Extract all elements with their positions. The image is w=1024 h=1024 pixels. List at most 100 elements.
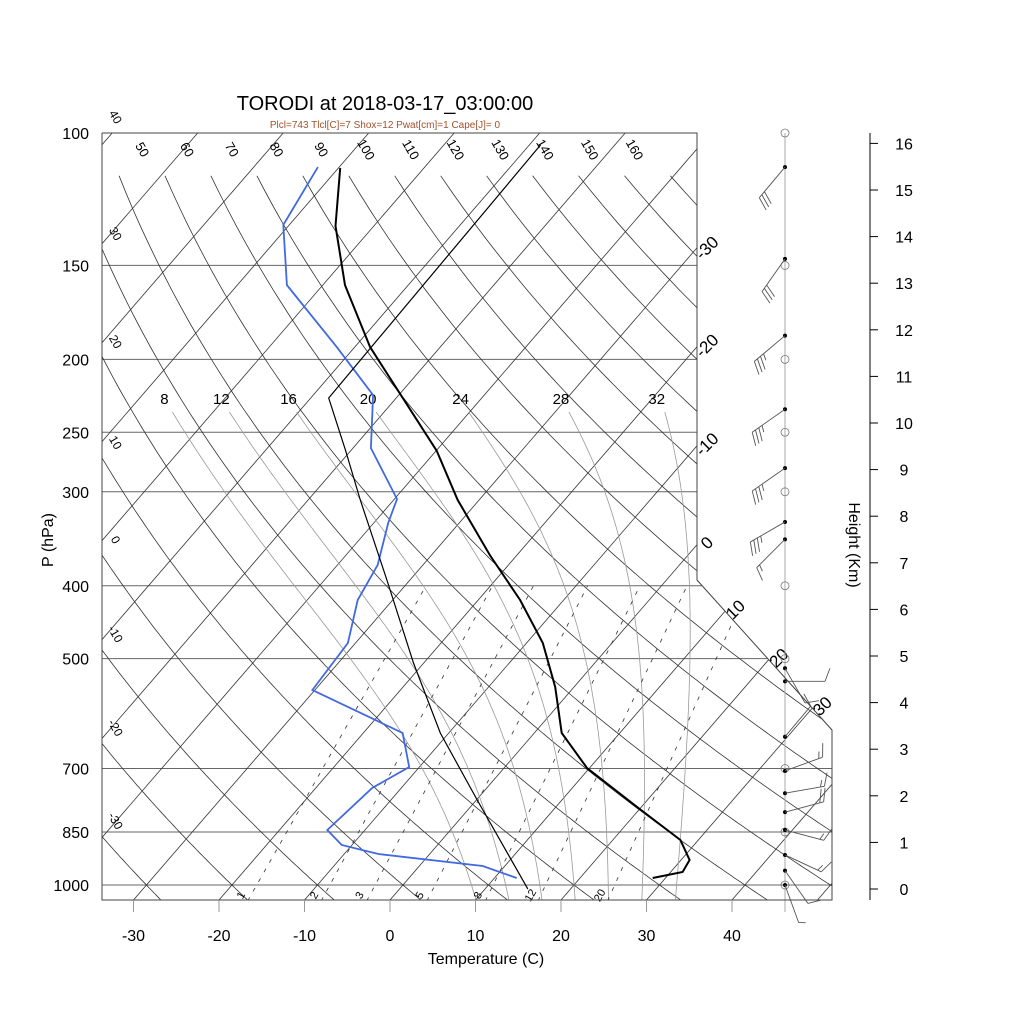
level-marker-circle	[780, 827, 790, 837]
moist-adiabat-label: 12	[213, 391, 230, 408]
mixing-ratio-line	[366, 585, 534, 900]
temperature-profile-line	[334, 167, 691, 879]
moist-adiabat-line	[229, 411, 510, 900]
pressure-tick-label: 100	[62, 126, 89, 143]
chart-title: TORODI at 2018-03-17_03:00:00	[237, 93, 533, 115]
dry-adiabat-label: 70	[222, 140, 242, 160]
plot-border	[101, 132, 833, 901]
level-marker-circle	[780, 128, 790, 138]
y-axis-label: P (hPa)	[40, 513, 57, 567]
chart-subtitle: Plcl=743 Tlcl[C]=7 Shox=12 Pwat[cm]=1 Ca…	[270, 120, 501, 131]
level-marker-circle	[780, 354, 790, 364]
wind-barb-flag	[823, 787, 826, 802]
dry-adiabat-label: 150	[578, 136, 602, 162]
wind-barb-flag	[755, 488, 760, 503]
mixing-ratio-label: 3	[353, 890, 366, 901]
wind-barb-staff	[784, 668, 806, 704]
dry-adiabat-label: 100	[354, 136, 378, 162]
mixing-ratio-label: 20	[592, 887, 609, 904]
wind-barb-staff	[784, 870, 809, 904]
dry-adiabat-line	[578, 175, 832, 900]
dry-adiabat-line	[440, 175, 832, 900]
isotherm-label: -20	[692, 330, 723, 361]
isotherm-line	[102, 133, 284, 900]
wind-barb-flag	[761, 484, 765, 492]
height-tick-label: 14	[895, 230, 913, 247]
wind-barb-staff	[754, 335, 786, 362]
x-tick-label: 10	[467, 928, 485, 945]
wind-barb-flag	[761, 291, 771, 304]
isotherm-line	[132, 133, 797, 900]
x-tick-label: 30	[638, 928, 656, 945]
wind-barb-flag	[824, 668, 831, 682]
wind-barb-flag	[759, 564, 763, 572]
height-tick-label: 16	[895, 136, 913, 153]
pressure-tick-label: 150	[62, 258, 89, 275]
wind-barb-flag	[820, 780, 823, 788]
mixing-ratio-line	[607, 585, 750, 900]
moist-adiabat-label: 8	[160, 391, 168, 408]
wind-barb-staff	[784, 705, 812, 737]
isotherm-line	[102, 133, 711, 900]
dry-adiabat-label: 90	[311, 140, 331, 160]
wind-barb-staff	[750, 521, 786, 543]
parcel-profile-line	[328, 144, 542, 890]
level-marker-circle	[780, 581, 790, 591]
wind-barb-flag	[763, 288, 773, 301]
x-axis-label: Temperature (C)	[428, 951, 544, 968]
height-tick-label: 6	[900, 602, 909, 619]
dry-adiabat-label: 50	[132, 140, 152, 160]
moist-adiabat-line	[664, 411, 691, 900]
isotherm-line	[102, 133, 198, 900]
dry-adiabat-line	[102, 175, 163, 900]
wind-barb-flag	[760, 535, 763, 543]
dry-adiabat-label: 80	[266, 140, 286, 160]
isotherm-label: 30	[809, 693, 836, 720]
wind-barb-flag	[758, 427, 763, 442]
height-tick-label: 13	[895, 276, 913, 293]
level-marker-circle	[780, 487, 790, 497]
mixing-ratio-line	[426, 585, 588, 900]
dry-adiabat-line	[210, 175, 832, 900]
dry-adiabat-line	[102, 175, 596, 900]
dry-adiabat-line	[486, 175, 832, 900]
isotherm-line	[0, 133, 27, 901]
dry-adiabat-line	[164, 175, 832, 900]
wind-barb-flag	[820, 861, 832, 873]
pressure-tick-label: 300	[62, 485, 89, 502]
x-tick-label: 40	[723, 928, 741, 945]
wind-barb-flag	[803, 693, 812, 707]
x-tick-label: -20	[207, 928, 230, 945]
dry-adiabat-line	[302, 175, 832, 900]
wind-barb-flag	[763, 353, 767, 361]
pressure-tick-label: 200	[62, 352, 89, 369]
isotherm-line	[102, 133, 369, 900]
dry-adiabat-line	[532, 175, 832, 900]
wind-barb-flag	[756, 358, 763, 373]
pressure-tick-label: 1000	[53, 878, 89, 895]
dry-adiabat-label: 160	[623, 136, 647, 162]
height-tick-label: 4	[900, 696, 909, 713]
dry-adiabat-line	[0, 176, 75, 901]
plot-grid	[0, 133, 832, 901]
x-tick-label: -30	[122, 928, 145, 945]
dry-adiabat-label: 130	[488, 136, 512, 162]
moist-adiabat-line	[468, 411, 609, 900]
moist-adiabat-line	[375, 411, 576, 900]
moist-adiabat-line	[172, 411, 477, 900]
isotherm-line	[102, 133, 455, 900]
moist-adiabat-label: 24	[452, 391, 469, 408]
wind-barb-staff	[751, 408, 786, 433]
wind-barb-flag	[761, 425, 765, 433]
moist-adiabat-label: 32	[648, 391, 665, 408]
wind-barb-flag	[751, 432, 757, 446]
dry-adiabat-label: 20	[106, 332, 125, 351]
wind-barb-staff	[784, 756, 823, 772]
wind-barb-staff	[784, 884, 800, 923]
height-tick-label: 0	[900, 882, 909, 899]
wind-barb-flag	[753, 361, 760, 375]
height-tick-label: 12	[895, 323, 913, 340]
dry-adiabat-line	[256, 175, 832, 900]
moist-adiabat-line	[568, 411, 645, 900]
